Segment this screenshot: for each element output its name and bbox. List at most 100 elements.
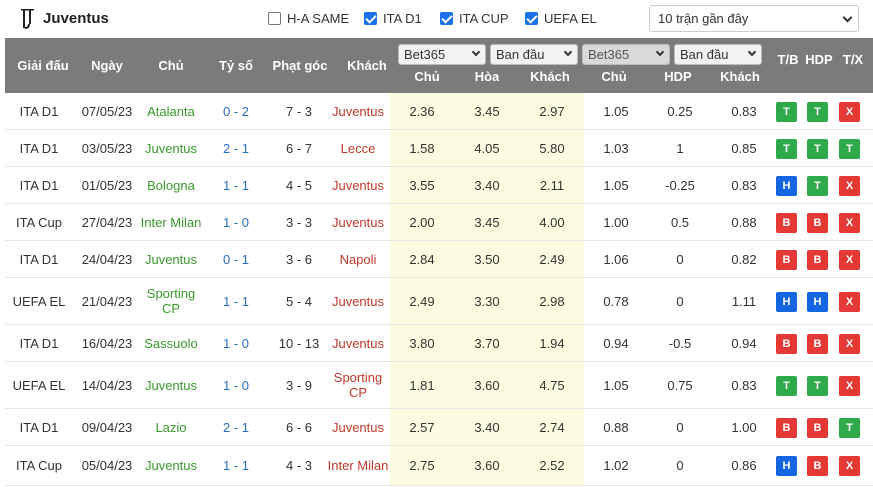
cell-ah-away: 0.85	[731, 140, 757, 156]
table-header: Giải đấu Ngày Chủ Tỷ số Phạt góc Khách B…	[5, 38, 873, 93]
cell-league: ITA D1	[19, 140, 59, 156]
cell-corner: 4 - 3	[285, 458, 312, 473]
cell-ah-home: 0.88	[603, 419, 629, 435]
cell-away[interactable]: Juventus	[331, 335, 385, 351]
cell-odds-draw: 3.45	[454, 93, 520, 129]
header-odds-away: Khách	[530, 69, 570, 84]
cell-home[interactable]: Juventus	[144, 140, 198, 156]
cell-home[interactable]: Sporting CP	[146, 286, 196, 316]
cell-odds-draw: 3.60	[454, 362, 520, 408]
header-away: Khách	[347, 58, 387, 73]
header-score: Tỷ số	[219, 58, 253, 73]
cell-ah-away: 0.83	[731, 377, 757, 393]
cell-score[interactable]: 1 - 0	[222, 214, 249, 230]
cell-odds-home: 3.80	[390, 325, 454, 361]
odds-type-select-1x2[interactable]: Ban đầu	[490, 44, 578, 65]
result-badge-tb: B	[776, 250, 797, 270]
result-badge-hdp: B	[807, 456, 828, 476]
cell-ah-line: 0	[676, 251, 684, 267]
cell-ah-home: 1.05	[603, 103, 629, 119]
cell-score[interactable]: 1 - 1	[222, 177, 249, 193]
cell-odds-draw: 3.70	[454, 325, 520, 361]
cell-away[interactable]: Napoli	[339, 251, 377, 267]
checkbox-ita-cup[interactable]	[440, 12, 453, 25]
cell-odds-home: 2.57	[390, 409, 454, 445]
table-row: ITA Cup 27/04/23 Inter Milan 1 - 0 3 - 3 Juve…	[5, 204, 873, 241]
cell-score[interactable]: 0 - 1	[222, 251, 249, 267]
cell-away[interactable]: Juventus	[331, 419, 385, 435]
filter-h-a-same[interactable]: H-A SAME	[268, 11, 349, 26]
table-row: UEFA EL 21/04/23 Sporting CP 1 - 1 5 - 4 Juve…	[5, 278, 873, 325]
cell-league: UEFA EL	[12, 293, 66, 309]
cell-score[interactable]: 2 - 1	[222, 419, 249, 435]
checkbox-h-a-same[interactable]	[268, 12, 281, 25]
cell-score[interactable]: 2 - 1	[222, 140, 249, 156]
juventus-logo-icon	[21, 9, 34, 29]
cell-odds-home: 2.36	[390, 93, 454, 129]
table-row: ITA D1 24/04/23 Juventus 0 - 1 3 - 6 Napoli 2.…	[5, 241, 873, 278]
filter-label: ITA CUP	[459, 11, 509, 26]
cell-odds-home: 2.00	[390, 204, 454, 240]
cell-odds-away: 5.80	[520, 130, 584, 166]
recent-matches-select[interactable]: 10 trận gần đây	[649, 5, 859, 32]
header-tb: T/B	[777, 52, 799, 67]
header-odds-draw: Hòa	[474, 69, 500, 84]
cell-score[interactable]: 1 - 0	[222, 335, 249, 351]
cell-date: 03/05/23	[81, 140, 133, 156]
cell-league: UEFA EL	[12, 377, 66, 393]
cell-home[interactable]: Bologna	[147, 177, 195, 193]
cell-away[interactable]: Juventus	[331, 214, 385, 230]
cell-home[interactable]: Sassuolo	[144, 335, 198, 351]
filter-ita-d1[interactable]: ITA D1	[364, 11, 422, 26]
result-badge-tx: X	[839, 250, 860, 270]
cell-odds-draw: 3.60	[454, 446, 520, 485]
cell-date: 09/04/23	[81, 419, 133, 435]
cell-away[interactable]: Sporting CP	[333, 370, 383, 400]
cell-odds-home: 2.84	[390, 241, 454, 277]
result-badge-tb: H	[776, 176, 797, 196]
cell-corner: 6 - 6	[285, 419, 312, 435]
cell-home[interactable]: Juventus	[144, 251, 198, 267]
cell-home[interactable]: Atalanta	[147, 103, 195, 119]
cell-away[interactable]: Juventus	[331, 177, 385, 193]
cell-odds-draw: 3.45	[454, 204, 520, 240]
cell-date: 05/04/23	[81, 458, 133, 473]
result-badge-hdp: B	[807, 334, 828, 354]
filter-ita-cup[interactable]: ITA CUP	[440, 11, 509, 26]
cell-home[interactable]: Juventus	[144, 458, 198, 473]
cell-ah-home: 0.94	[603, 335, 629, 351]
chevron-down-icon	[471, 47, 481, 57]
cell-away[interactable]: Juventus	[331, 293, 385, 309]
result-badge-tx: X	[839, 334, 860, 354]
cell-home[interactable]: Juventus	[144, 377, 198, 393]
filter-uefa-el[interactable]: UEFA EL	[525, 11, 597, 26]
cell-date: 01/05/23	[81, 177, 133, 193]
bookmaker-select-ah[interactable]: Bet365	[582, 44, 670, 65]
result-badge-tx: X	[839, 292, 860, 312]
cell-odds-home: 2.49	[390, 278, 454, 324]
cell-away[interactable]: Juventus	[331, 103, 385, 119]
checkbox-ita-d1[interactable]	[364, 12, 377, 25]
cell-home[interactable]: Inter Milan	[140, 214, 202, 230]
cell-ah-line: 0	[676, 293, 684, 309]
cell-away[interactable]: Inter Milan	[327, 458, 389, 473]
result-badge-tb: H	[776, 292, 797, 312]
checkbox-uefa-el[interactable]	[525, 12, 538, 25]
cell-home[interactable]: Lazio	[155, 419, 187, 435]
cell-score[interactable]: 1 - 1	[222, 458, 249, 473]
cell-score[interactable]: 1 - 1	[222, 293, 249, 309]
result-badge-tx: X	[839, 376, 860, 396]
cell-odds-away: 4.75	[520, 362, 584, 408]
cell-date: 07/05/23	[81, 103, 133, 119]
result-badge-tb: B	[776, 213, 797, 233]
cell-odds-away: 2.11	[520, 167, 584, 203]
cell-away[interactable]: Lecce	[340, 140, 376, 156]
cell-ah-line: -0.5	[668, 335, 692, 351]
cell-score[interactable]: 1 - 0	[222, 377, 249, 393]
odds-type-value: Ban đầu	[496, 47, 545, 62]
cell-ah-line: 1	[676, 140, 684, 156]
odds-type-select-ah[interactable]: Ban đầu	[674, 44, 762, 65]
table-row: ITA Cup 05/04/23 Juventus 1 - 1 4 - 3 Inter M…	[5, 446, 873, 486]
cell-score[interactable]: 0 - 2	[222, 103, 249, 119]
bookmaker-select-1x2[interactable]: Bet365	[398, 44, 486, 65]
